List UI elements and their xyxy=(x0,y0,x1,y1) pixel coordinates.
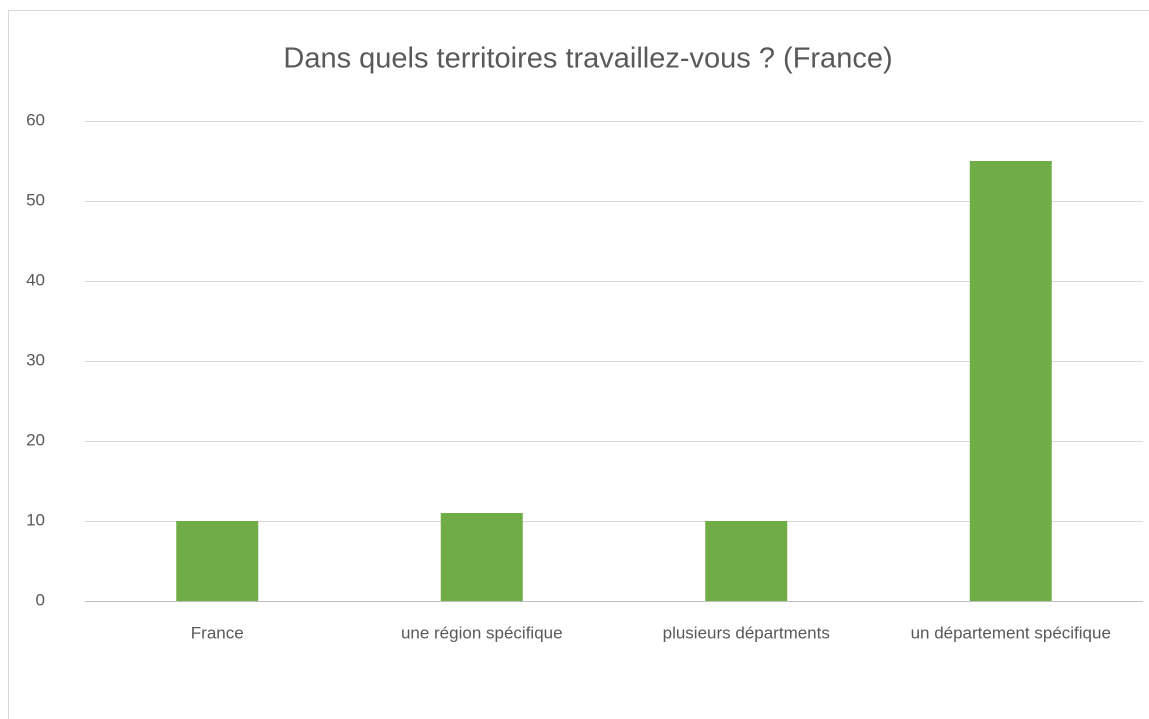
x-tick-label: plusieurs départments xyxy=(663,623,830,642)
x-tick-label: un département spécifique xyxy=(911,623,1111,642)
bar xyxy=(969,161,1052,601)
y-tick-label: 50 xyxy=(26,190,45,209)
x-tick-label: France xyxy=(191,623,244,642)
bar xyxy=(176,521,259,601)
y-tick-label: 60 xyxy=(26,110,45,129)
y-tick-label: 30 xyxy=(26,350,45,369)
y-tick-label: 20 xyxy=(26,430,45,449)
y-tick-label: 10 xyxy=(26,510,45,529)
y-tick-label: 0 xyxy=(36,590,45,609)
y-tick-label: 40 xyxy=(26,270,45,289)
x-tick-label: une région spécifique xyxy=(401,623,563,642)
bar xyxy=(705,521,788,601)
bar xyxy=(440,513,523,601)
chart-title: Dans quels territoires travaillez-vous ?… xyxy=(283,43,892,75)
